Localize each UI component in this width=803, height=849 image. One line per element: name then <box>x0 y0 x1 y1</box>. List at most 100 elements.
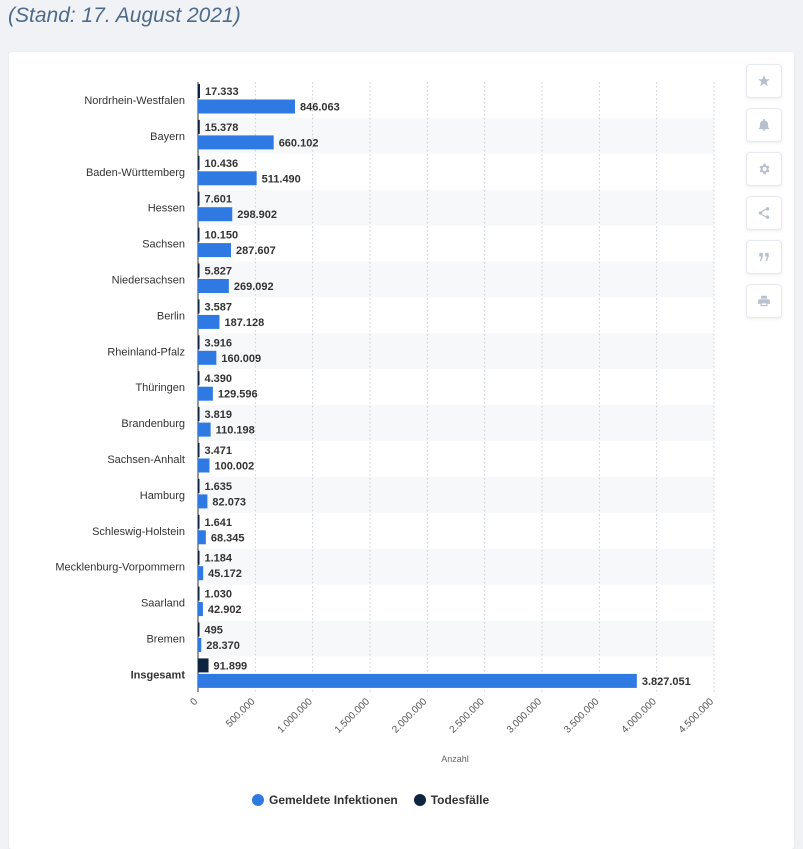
bar-infektionen <box>198 386 213 401</box>
category-label: Bremen <box>146 634 185 646</box>
print-button[interactable] <box>746 284 782 318</box>
quote-icon <box>759 252 769 262</box>
data-label-infektionen: 160.009 <box>221 353 261 365</box>
bar-todesfaelle <box>198 371 200 386</box>
bar-infektionen <box>198 566 204 581</box>
bar-todesfaelle <box>198 335 200 350</box>
data-label-todesfaelle: 91.899 <box>214 660 248 672</box>
chart-card <box>9 52 794 849</box>
legend-item-todesfaelle[interactable]: Todesfälle <box>413 793 489 807</box>
data-label-todesfaelle: 3.587 <box>205 301 233 313</box>
category-label: Hessen <box>148 203 185 215</box>
category-label: Brandenburg <box>121 418 185 430</box>
data-label-todesfaelle: 10.150 <box>205 230 239 242</box>
data-label-infektionen: 846.063 <box>300 102 340 114</box>
x-tick-label: 3.500.000 <box>562 696 602 736</box>
bar-infektionen <box>198 673 637 688</box>
bar-infektionen <box>198 638 202 652</box>
bar-todesfaelle <box>198 299 200 314</box>
category-label: Schleswig-Holstein <box>92 526 185 538</box>
bar-infektionen <box>198 314 220 329</box>
cite-button[interactable] <box>746 240 782 274</box>
data-label-infektionen: 100.002 <box>214 461 254 473</box>
bar-todesfaelle <box>198 263 200 278</box>
data-label-todesfaelle: 1.030 <box>205 589 233 601</box>
bar-todesfaelle <box>198 155 200 170</box>
category-label: Hamburg <box>140 490 185 502</box>
legend-label-infektionen: Gemeldete Infektionen <box>269 793 398 807</box>
settings-button[interactable] <box>746 152 782 186</box>
x-tick-label: 2.500.000 <box>448 696 488 736</box>
bar-infektionen <box>198 207 233 222</box>
bar-infektionen <box>198 99 296 114</box>
bar-todesfaelle <box>198 586 200 601</box>
data-label-infektionen: 187.128 <box>224 317 264 329</box>
row-band <box>198 117 714 154</box>
x-axis-title: Anzahl <box>441 754 469 764</box>
data-label-infektionen: 28.370 <box>206 640 240 652</box>
chart-toolbar <box>746 64 782 328</box>
bar-infektionen <box>198 279 229 293</box>
bar-infektionen <box>198 135 274 150</box>
data-label-todesfaelle: 4.390 <box>205 373 233 385</box>
data-label-infektionen: 269.092 <box>234 281 274 293</box>
data-label-todesfaelle: 17.333 <box>205 86 239 98</box>
x-tick-label: 500.000 <box>224 696 258 730</box>
bar-todesfaelle <box>198 84 200 98</box>
data-label-todesfaelle: 495 <box>205 625 223 637</box>
bar-infektionen <box>198 171 257 186</box>
data-label-todesfaelle: 5.827 <box>205 266 233 278</box>
data-label-infektionen: 660.102 <box>279 137 319 149</box>
category-label: Berlin <box>157 310 185 322</box>
x-tick-label: 0 <box>188 696 200 708</box>
gear-icon <box>759 163 770 175</box>
bar-todesfaelle <box>198 443 200 457</box>
category-label: Niedersachsen <box>112 275 185 287</box>
row-band <box>198 261 714 298</box>
bar-infektionen <box>198 458 210 473</box>
category-label: Thüringen <box>135 382 185 394</box>
bar-todesfaelle <box>198 191 200 206</box>
category-label: Baden-Württemberg <box>86 167 185 179</box>
data-label-infektionen: 82.073 <box>212 496 246 508</box>
x-tick-label: 1.000.000 <box>276 696 316 736</box>
data-label-infektionen: 3.827.051 <box>642 676 691 688</box>
data-label-infektionen: 511.490 <box>262 173 301 185</box>
bar-todesfaelle <box>198 658 209 673</box>
row-band <box>198 620 714 657</box>
bar-infektionen <box>198 530 206 545</box>
bar-infektionen <box>198 602 203 617</box>
data-label-todesfaelle: 1.641 <box>205 517 233 529</box>
x-tick-label: 3.000.000 <box>505 696 545 736</box>
category-label: Sachsen-Anhalt <box>107 454 185 466</box>
category-label: Sachsen <box>142 239 185 251</box>
category-label: Mecklenburg-Vorpommern <box>55 562 185 574</box>
data-label-todesfaelle: 3.471 <box>205 445 233 457</box>
data-label-infektionen: 45.172 <box>208 568 242 580</box>
category-label: Rheinland-Pfalz <box>107 346 185 358</box>
bell-icon <box>758 118 770 131</box>
chart-subtitle: (Stand: 17. August 2021) <box>8 4 241 27</box>
notification-button[interactable] <box>746 108 782 142</box>
category-label: Insgesamt <box>131 669 186 681</box>
star-icon <box>758 75 770 87</box>
bar-todesfaelle <box>198 622 200 637</box>
bar-infektionen <box>198 494 208 509</box>
legend-item-infektionen[interactable]: Gemeldete Infektionen <box>252 793 398 807</box>
x-tick-label: 1.500.000 <box>333 696 373 736</box>
share-button[interactable] <box>746 196 782 230</box>
data-label-todesfaelle: 3.819 <box>205 409 233 421</box>
favorite-button[interactable] <box>746 64 782 98</box>
row-band <box>198 476 714 513</box>
data-label-todesfaelle: 1.635 <box>205 481 233 493</box>
data-label-infektionen: 287.607 <box>236 245 276 257</box>
chart-legend: Gemeldete Infektionen Todesfälle <box>252 793 505 807</box>
bar-todesfaelle <box>198 407 200 422</box>
row-band <box>198 405 714 441</box>
data-label-todesfaelle: 10.436 <box>205 158 239 170</box>
data-label-infektionen: 42.902 <box>208 604 242 616</box>
share-icon <box>758 207 770 219</box>
bar-todesfaelle <box>198 478 200 493</box>
data-label-infektionen: 298.902 <box>237 209 277 221</box>
row-band <box>198 189 714 226</box>
